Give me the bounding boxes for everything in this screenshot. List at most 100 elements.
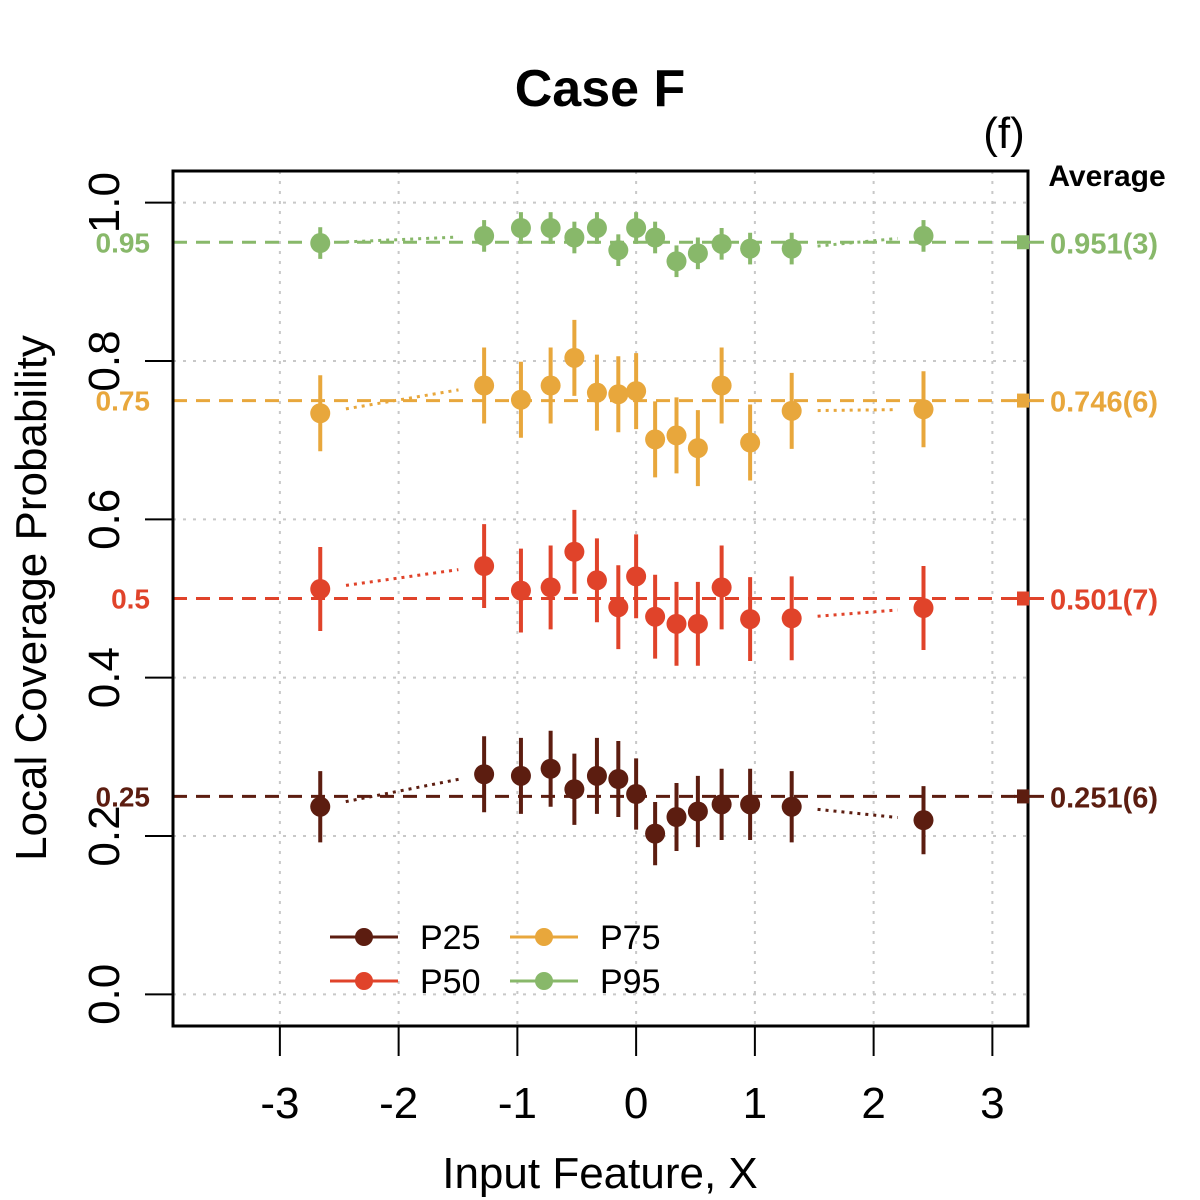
trend-connector (345, 777, 459, 804)
data-point (310, 233, 331, 254)
average-label-p75: 0.746(6) (1050, 387, 1158, 419)
trend-connector (817, 408, 898, 413)
trend-connector (817, 236, 898, 248)
data-point (687, 243, 708, 264)
legend-label: P75 (600, 919, 661, 957)
data-point (310, 579, 331, 599)
data-point (711, 577, 732, 598)
data-point (913, 225, 934, 246)
data-point (608, 384, 629, 405)
data-point (781, 608, 802, 629)
x-tick-label: 2 (861, 1079, 885, 1128)
data-point (564, 779, 585, 800)
panel-label: (f) (983, 109, 1025, 158)
data-point (626, 381, 647, 402)
legend-item-p50: P50 (330, 963, 481, 1001)
grid (173, 171, 1028, 1026)
data-point (540, 218, 561, 238)
nominal-label-p50: 0.5 (111, 584, 150, 615)
legend-swatch-marker (355, 928, 373, 946)
x-tick-label: -1 (498, 1079, 537, 1128)
data-point (540, 758, 561, 779)
data-point (586, 218, 607, 238)
data-point (310, 403, 331, 424)
data-point (913, 810, 934, 831)
data-point (666, 425, 687, 446)
data-point (781, 400, 802, 421)
trend-connector (817, 608, 898, 618)
data-point (711, 794, 732, 815)
average-marker (1017, 591, 1029, 606)
data-point (540, 375, 561, 396)
trend-connector (817, 807, 898, 820)
data-point (626, 218, 647, 238)
y-tick-label: 0.6 (80, 489, 129, 550)
series-p25 (310, 730, 934, 866)
legend-item-p25: P25 (330, 919, 481, 957)
y-tick-label: 1.0 (80, 172, 129, 233)
data-point (626, 566, 647, 587)
data-point (781, 796, 802, 817)
y-tick-label: 0.0 (80, 964, 129, 1025)
y-tick-label: 0.4 (80, 647, 129, 708)
data-point (564, 347, 585, 368)
data-point (564, 227, 585, 248)
legend: P25 P50 P75 P95 (330, 919, 661, 1001)
average-label-p50: 0.501(7) (1050, 585, 1158, 617)
data-point (645, 606, 666, 627)
data-point (666, 251, 687, 272)
data-point (608, 240, 629, 261)
data-point (711, 375, 732, 396)
average-header: Average (1048, 160, 1165, 193)
data-point (740, 238, 761, 259)
series-p95 (310, 212, 934, 278)
legend-swatch-marker (535, 928, 553, 946)
trend-connector (345, 388, 459, 411)
data-point (510, 218, 531, 238)
data-point (740, 794, 761, 815)
x-tick-label: -3 (260, 1079, 299, 1128)
y-axis-title: Local Coverage Probability (7, 335, 56, 861)
legend-item-p75: P75 (510, 919, 661, 957)
average-label-p25: 0.251(6) (1050, 782, 1158, 814)
y-axis: 0.0 0.2 0.4 0.6 0.8 1.0 (80, 172, 173, 1025)
nominal-label-p25: 0.25 (96, 781, 151, 812)
average-marker (1017, 393, 1029, 408)
data-point (666, 613, 687, 634)
average-marker (1017, 789, 1029, 804)
legend-item-p95: P95 (510, 963, 661, 1001)
data-point (510, 580, 531, 601)
data-point (586, 570, 607, 591)
trend-connector (346, 235, 459, 244)
y-tick-label: 0.2 (80, 805, 129, 866)
data-point (510, 389, 531, 410)
x-tick-label: 0 (624, 1079, 648, 1128)
average-label-p95: 0.951(3) (1050, 228, 1158, 260)
data-point (474, 556, 495, 577)
y-tick-label: 0.8 (80, 330, 129, 391)
data-point (687, 801, 708, 822)
data-point (645, 227, 666, 248)
data-point (510, 765, 531, 786)
legend-swatch-marker (355, 972, 373, 990)
x-tick-label: -2 (379, 1079, 418, 1128)
data-point (586, 382, 607, 403)
nominal-label-p95: 0.95 (96, 227, 151, 258)
legend-label: P25 (420, 919, 481, 957)
data-point (540, 577, 561, 598)
series-p50 (310, 509, 934, 666)
x-axis-title: Input Feature, X (442, 1149, 758, 1198)
x-tick-label: 3 (980, 1079, 1004, 1128)
legend-swatch-marker (535, 972, 553, 990)
data-point (740, 609, 761, 630)
data-point (564, 541, 585, 562)
data-point (781, 238, 802, 259)
data-point (474, 764, 495, 785)
data-point (626, 784, 647, 805)
data-point (645, 823, 666, 844)
data-point (666, 807, 687, 827)
legend-label: P50 (420, 963, 481, 1001)
data-point (645, 429, 666, 450)
data-point (740, 432, 761, 453)
